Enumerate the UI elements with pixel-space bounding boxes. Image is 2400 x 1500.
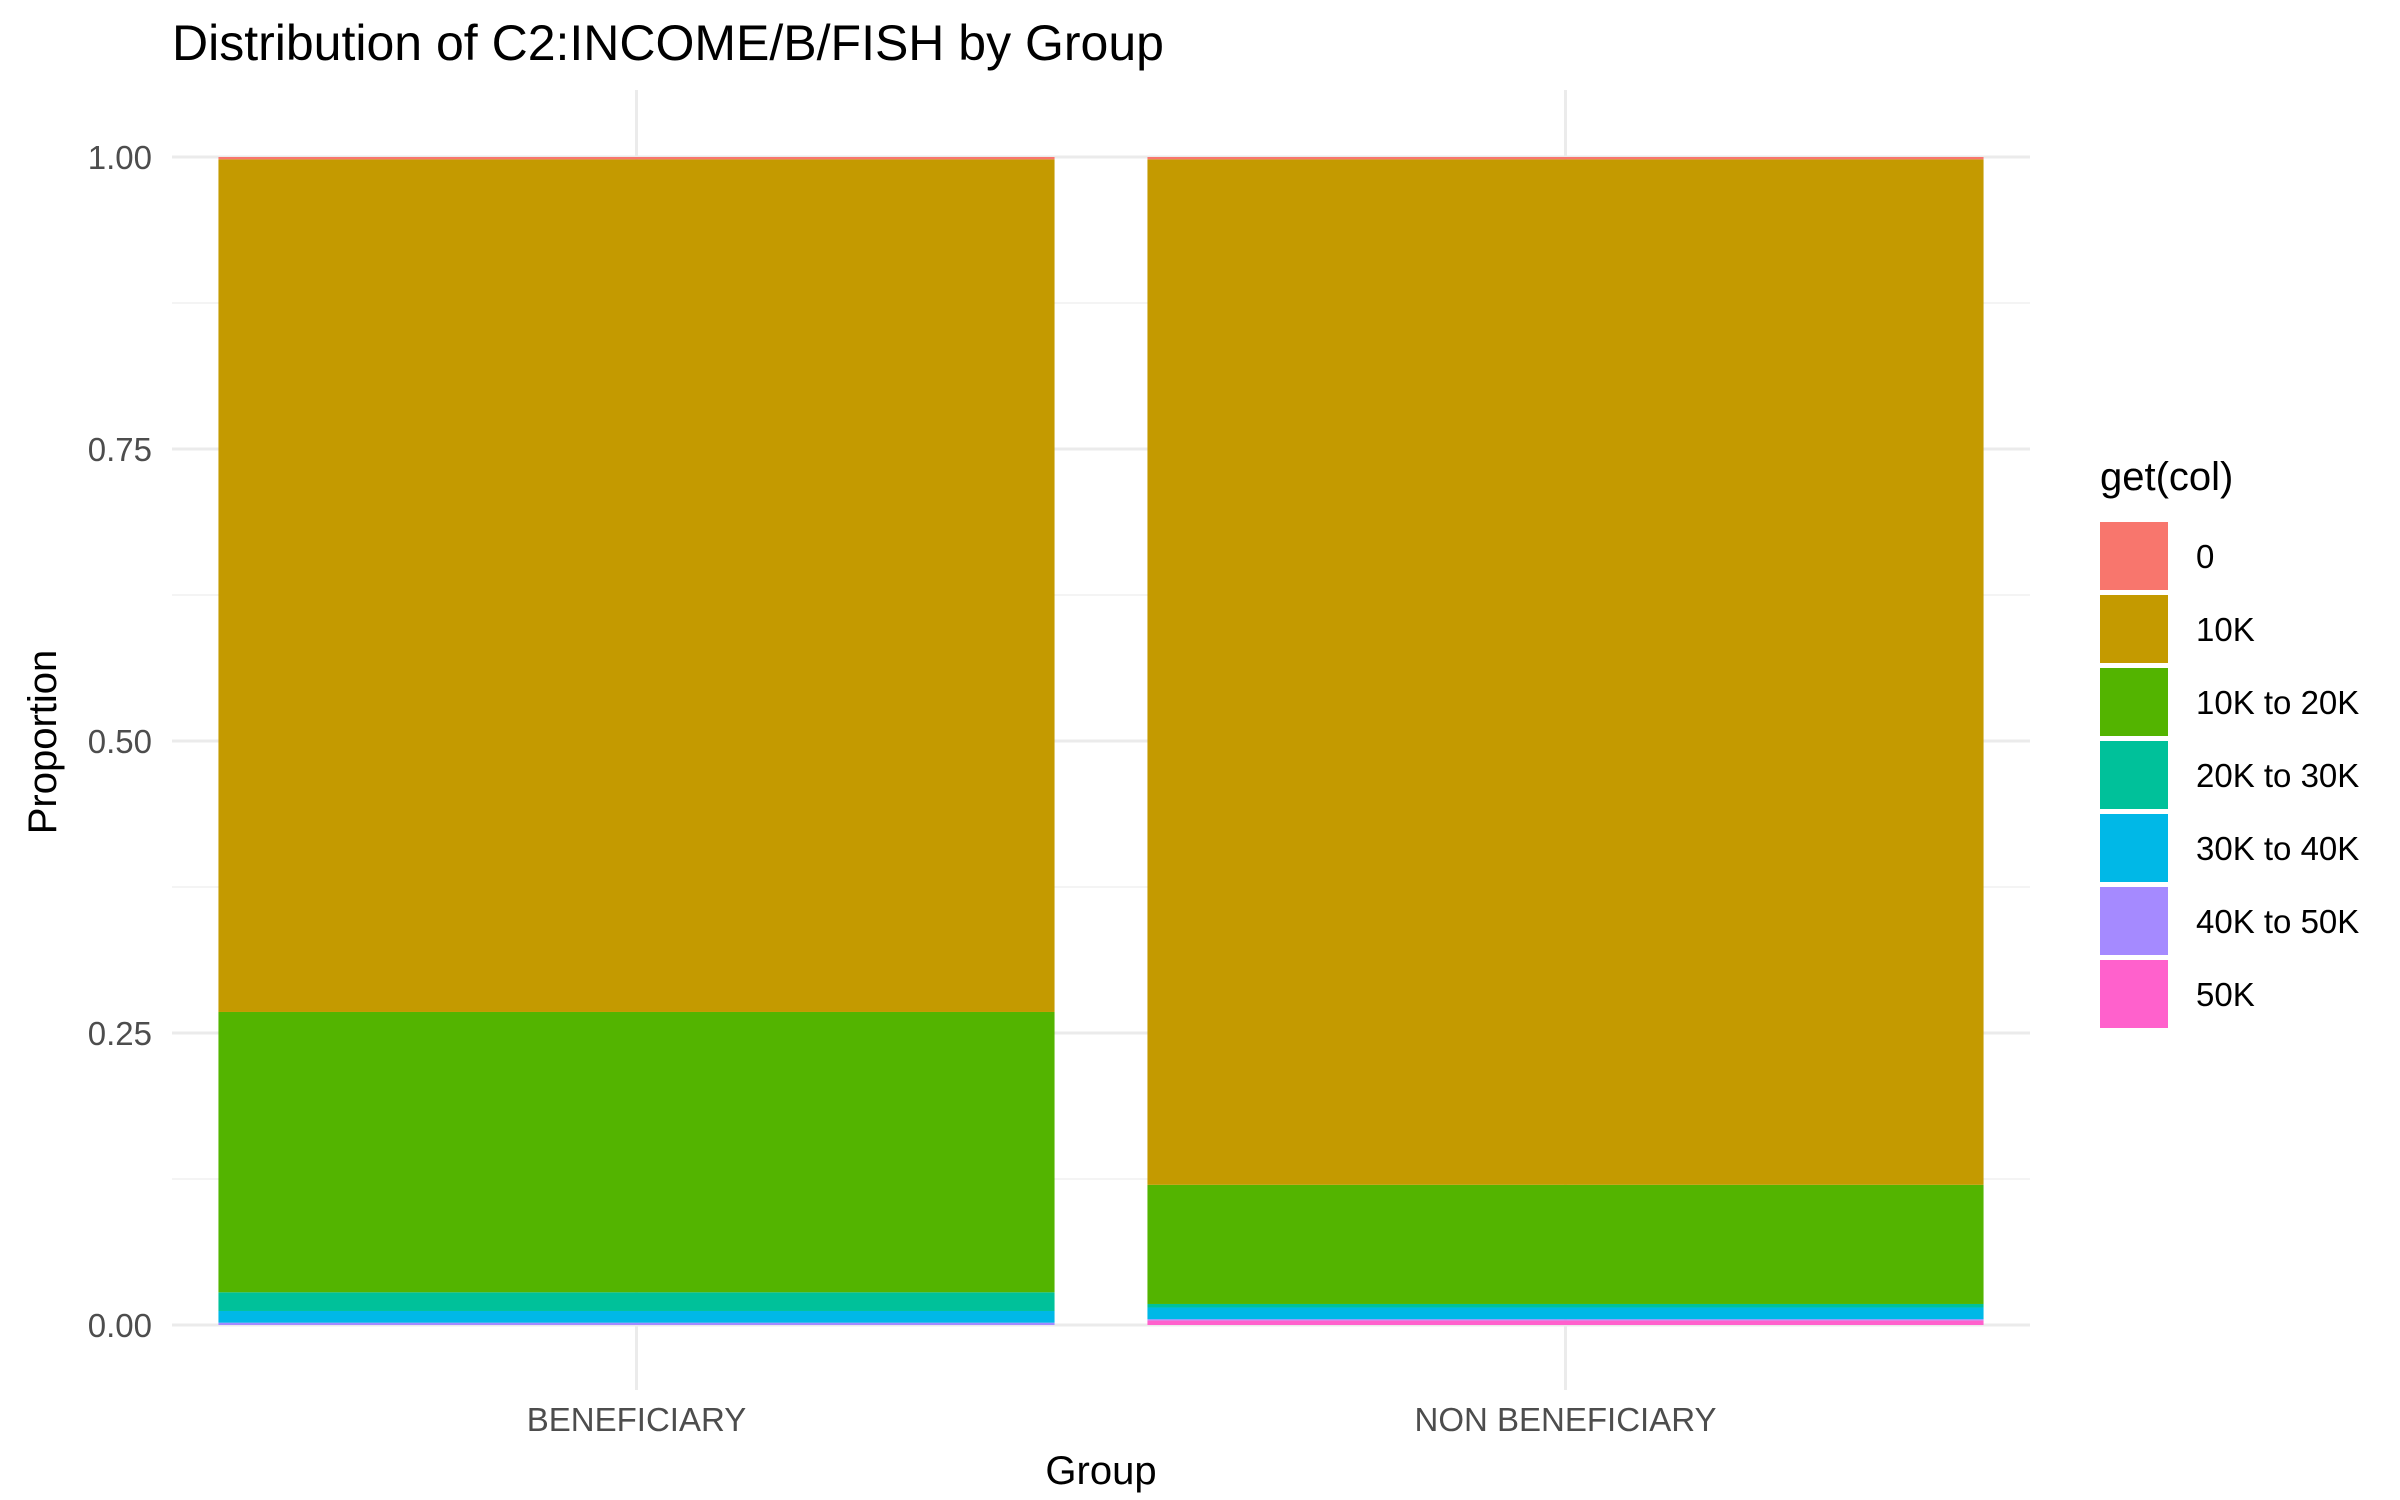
legend-item: 10K xyxy=(2100,595,2255,663)
x-tick-label: NON BENEFICIARY xyxy=(1415,1401,1717,1438)
bar-segment xyxy=(1147,1319,1984,1321)
bar-segment xyxy=(1147,1307,1984,1320)
legend-swatch xyxy=(2100,887,2168,955)
bar-segment xyxy=(218,1011,1055,1293)
legend-item: 10K to 20K xyxy=(2100,668,2359,736)
legend-label: 30K to 40K xyxy=(2196,830,2359,867)
bar-segment xyxy=(218,1310,1055,1323)
x-axis-title: Group xyxy=(1045,1449,1156,1493)
legend-swatch xyxy=(2100,814,2168,882)
x-tick-label: BENEFICIARY xyxy=(527,1401,746,1438)
x-axis-ticks: BENEFICIARY NON BENEFICIARY xyxy=(527,1401,1717,1438)
legend-items: 0 10K 10K to 20K 20K to 30K 30K to 40K 40K to… xyxy=(2100,522,2359,1028)
legend-title: get(col) xyxy=(2100,455,2233,499)
legend-item: 50K xyxy=(2100,960,2255,1028)
bar-segment xyxy=(1147,1303,1984,1308)
legend-swatch xyxy=(2100,960,2168,1028)
legend-swatch xyxy=(2100,668,2168,736)
bar-segment xyxy=(1147,1184,1984,1304)
y-tick-label: 0.75 xyxy=(88,431,152,468)
bar-segment xyxy=(1147,157,1984,160)
bar-segment xyxy=(1147,159,1984,1185)
legend-item: 20K to 30K xyxy=(2100,741,2359,809)
y-axis-title: Proportion xyxy=(21,650,65,835)
legend-label: 20K to 30K xyxy=(2196,757,2359,794)
legend-swatch xyxy=(2100,741,2168,809)
legend-label: 10K xyxy=(2196,611,2255,648)
y-tick-label: 0.25 xyxy=(88,1015,152,1052)
bars xyxy=(218,157,1984,1325)
legend: get(col) 0 10K 10K to 20K 20K to 30K 30K to … xyxy=(2100,455,2359,1028)
legend-item: 0 xyxy=(2100,522,2214,590)
legend-swatch xyxy=(2100,522,2168,590)
legend-item: 30K to 40K xyxy=(2100,814,2359,882)
legend-swatch xyxy=(2100,595,2168,663)
legend-label: 50K xyxy=(2196,976,2255,1013)
bar-segment xyxy=(218,157,1055,160)
chart-title: Distribution of C2:INCOME/B/FISH by Grou… xyxy=(172,15,1164,71)
bar-segment xyxy=(1147,1320,1984,1325)
y-tick-label: 0.50 xyxy=(88,723,152,760)
bar-segment xyxy=(218,1292,1055,1311)
y-tick-label: 1.00 xyxy=(88,139,152,176)
legend-item: 40K to 50K xyxy=(2100,887,2359,955)
bar-segment xyxy=(218,159,1055,1012)
legend-label: 0 xyxy=(2196,538,2214,575)
y-tick-label: 0.00 xyxy=(88,1307,152,1344)
legend-label: 40K to 50K xyxy=(2196,903,2359,940)
legend-label: 10K to 20K xyxy=(2196,684,2359,721)
y-axis-ticks: 0.00 0.25 0.50 0.75 1.00 xyxy=(88,139,152,1344)
bar-segment xyxy=(218,1322,1055,1325)
